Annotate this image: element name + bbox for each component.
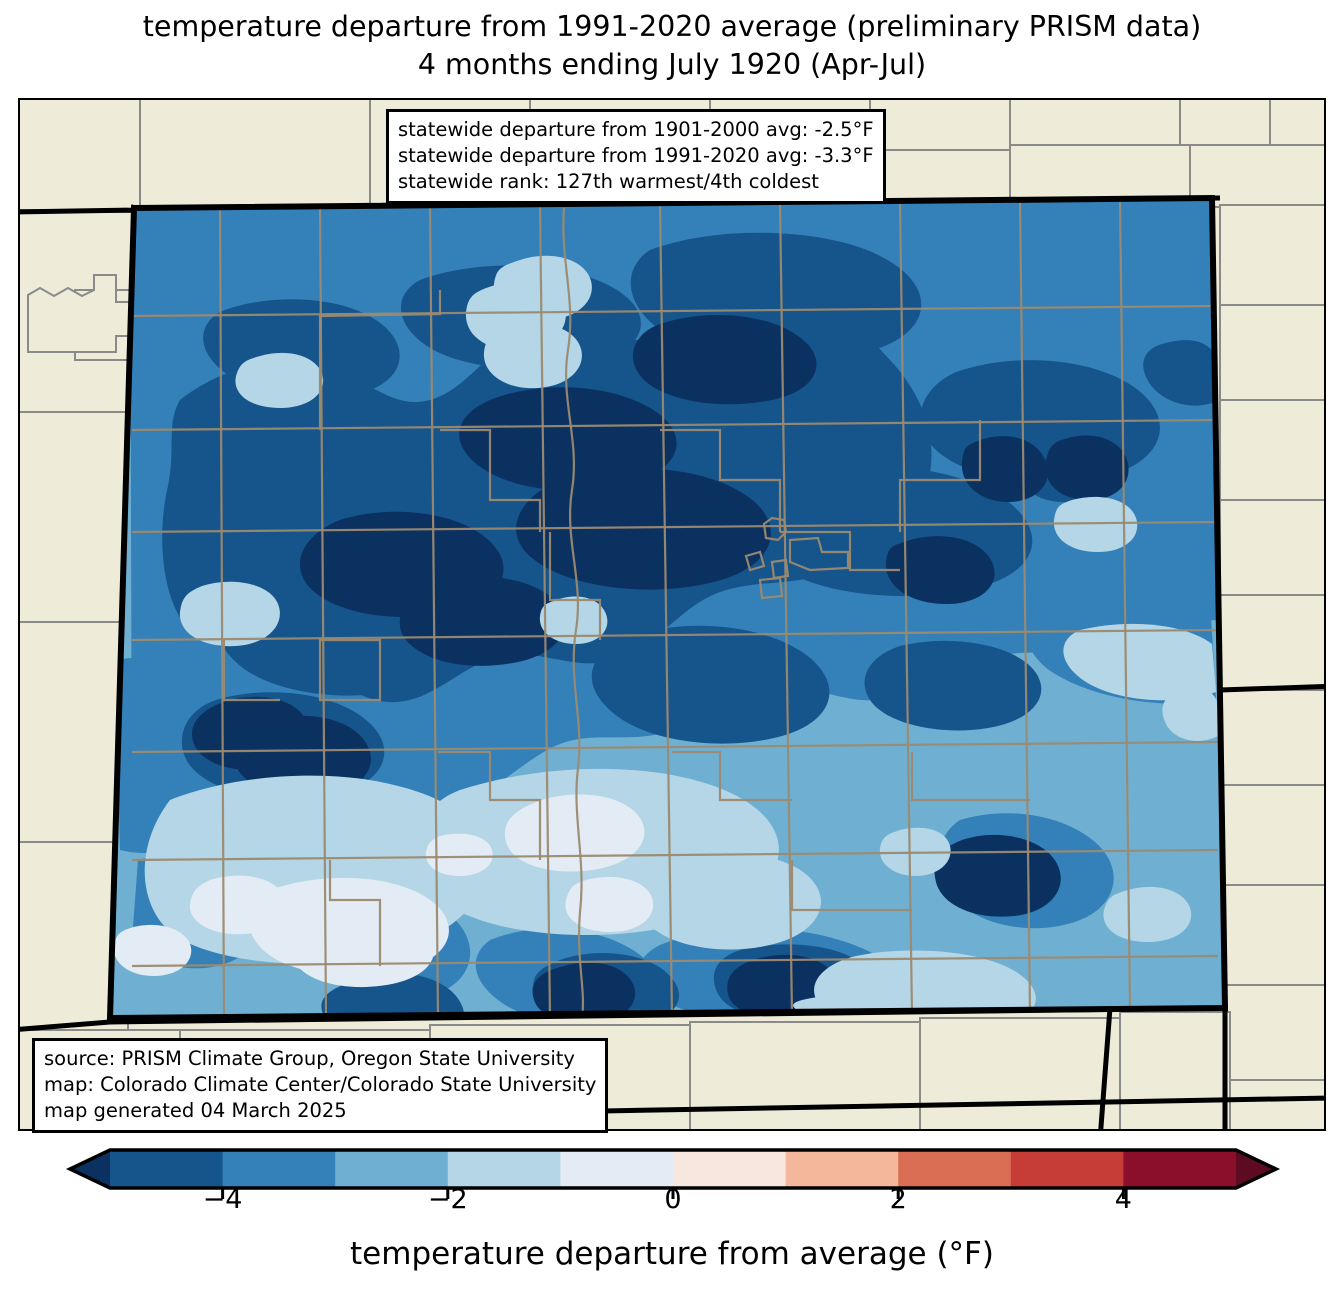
colorbar-tick-label: 2 bbox=[889, 1184, 907, 1215]
chart-title: temperature departure from 1991-2020 ave… bbox=[0, 8, 1344, 84]
colorbar bbox=[65, 1148, 1281, 1199]
map-generated-line: map generated 04 March 2025 bbox=[44, 1099, 347, 1122]
colorbar-tick-label: 0 bbox=[664, 1184, 682, 1215]
colorbar-band bbox=[222, 1150, 336, 1188]
title-line-1: temperature departure from 1991-2020 ave… bbox=[142, 10, 1202, 43]
source-box: source: PRISM Climate Group, Oregon Stat… bbox=[32, 1038, 609, 1133]
colorbar-tick-label: 4 bbox=[1114, 1184, 1132, 1215]
colorbar-band bbox=[335, 1150, 449, 1188]
colorbar-ticks bbox=[221, 1188, 1125, 1199]
colorbar-band bbox=[560, 1150, 674, 1188]
stat-departure-1901-2000: statewide departure from 1901-2000 avg: … bbox=[398, 118, 874, 141]
statistics-box: statewide departure from 1901-2000 avg: … bbox=[386, 109, 886, 204]
colorbar-band bbox=[898, 1150, 1012, 1188]
stat-statewide-rank: statewide rank: 127th warmest/4th coldes… bbox=[398, 170, 819, 193]
colorbar-axis-label: temperature departure from average (°F) bbox=[350, 1236, 994, 1272]
colorbar-band bbox=[447, 1150, 561, 1188]
colorbar-bands bbox=[65, 1148, 1281, 1190]
source-line: source: PRISM Climate Group, Oregon Stat… bbox=[44, 1047, 575, 1070]
colorbar-band bbox=[785, 1150, 899, 1188]
colorbar-outline bbox=[65, 1148, 1281, 1190]
colorbar-tick-label: −4 bbox=[202, 1184, 243, 1215]
colorbar-tick-label: −2 bbox=[427, 1184, 468, 1215]
temperature-anomaly-contours bbox=[110, 198, 1225, 1018]
colorbar-under-arrow bbox=[70, 1150, 110, 1188]
colorbar-band bbox=[110, 1150, 224, 1188]
map-credit-line: map: Colorado Climate Center/Colorado St… bbox=[44, 1073, 597, 1096]
colorado-temperature-anomaly-map bbox=[20, 100, 1324, 1129]
colorado-county-boundaries bbox=[131, 198, 1219, 1018]
colorbar-band bbox=[1123, 1150, 1237, 1188]
colorbar-band bbox=[1010, 1150, 1124, 1188]
map-panel bbox=[18, 98, 1326, 1131]
colorbar-area: −4 −2 0 2 4 temperature departure from avera… bbox=[0, 1140, 1344, 1299]
title-line-2: 4 months ending July 1920 (Apr-Jul) bbox=[417, 48, 927, 81]
colorbar-band bbox=[673, 1150, 787, 1188]
stat-departure-1991-2020: statewide departure from 1991-2020 avg: … bbox=[398, 144, 874, 167]
colorbar-over-arrow bbox=[1236, 1150, 1276, 1188]
